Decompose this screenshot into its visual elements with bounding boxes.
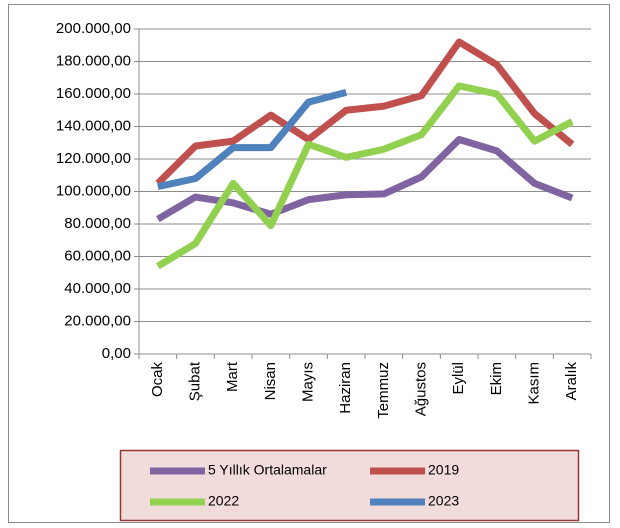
x-tick-label: Ağustos (412, 362, 429, 416)
x-tick-label: Ocak (149, 362, 166, 398)
y-tick-label: 200.000,00 (56, 20, 131, 37)
y-tick-label: 20.000,00 (64, 312, 131, 329)
series-line (156, 82, 574, 270)
x-tick-label: Şubat (186, 361, 203, 401)
y-tick-label: 120.000,00 (56, 150, 131, 167)
series-line (155, 38, 575, 186)
legend-label: 2023 (428, 493, 459, 509)
x-tick-label: Haziran (337, 362, 354, 414)
legend-box (119, 449, 580, 522)
chart-frame (8, 4, 610, 523)
x-tick-label: Eylül (450, 362, 467, 395)
y-tick-label: 80.000,00 (64, 215, 131, 232)
legend-label: 5 Yıllık Ortalamalar (208, 462, 327, 478)
y-tick-label: 160.000,00 (56, 85, 131, 102)
x-tick-label: Nisan (262, 362, 279, 400)
y-tick-label: 60.000,00 (64, 247, 131, 264)
y-tick-label: 140.000,00 (56, 117, 131, 134)
series-line (156, 136, 574, 223)
x-tick-label: Mart (224, 361, 241, 392)
x-tick-label: Ekim (488, 362, 505, 395)
x-tick-label: Kasım (525, 362, 542, 405)
legend-label: 2022 (208, 493, 239, 509)
x-tick-label: Temmuz (375, 362, 392, 419)
x-tick-label: Aralık (563, 362, 580, 401)
y-tick-label: 0,00 (102, 345, 131, 362)
legend-label: 2019 (428, 462, 459, 478)
y-tick-label: 100.000,00 (56, 182, 131, 199)
series-line (157, 88, 348, 191)
y-tick-label: 180.000,00 (56, 52, 131, 69)
x-tick-label: Mayıs (299, 362, 316, 402)
y-tick-label: 40.000,00 (64, 280, 131, 297)
